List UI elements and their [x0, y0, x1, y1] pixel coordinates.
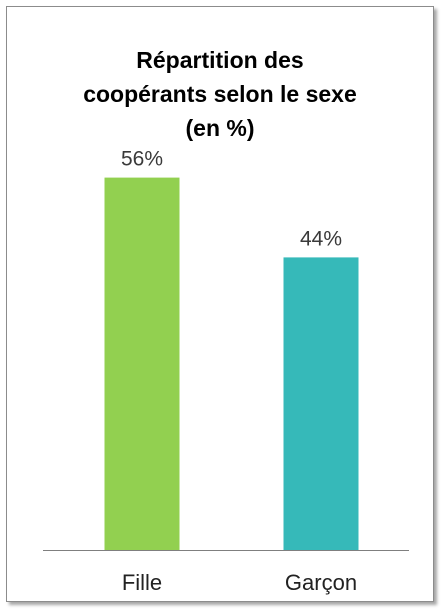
chart-frame: Répartition des coopérants selon le sexe… — [6, 6, 434, 602]
chart-title-line-1: Répartition des — [136, 47, 304, 73]
category-label: Fille — [122, 570, 162, 595]
bar-plot: 56% Fille 44% Garçon — [43, 148, 409, 595]
chart-title-line-3: (en %) — [185, 115, 255, 141]
bar-gar-on — [283, 257, 359, 550]
chart-title: Répartition des coopérants selon le sexe… — [7, 43, 433, 145]
data-label: 44% — [300, 227, 342, 250]
data-label: 56% — [121, 148, 163, 171]
category-label: Garçon — [285, 570, 357, 595]
bar-fille — [104, 177, 180, 550]
chart-title-line-2: coopérants selon le sexe — [83, 81, 357, 107]
